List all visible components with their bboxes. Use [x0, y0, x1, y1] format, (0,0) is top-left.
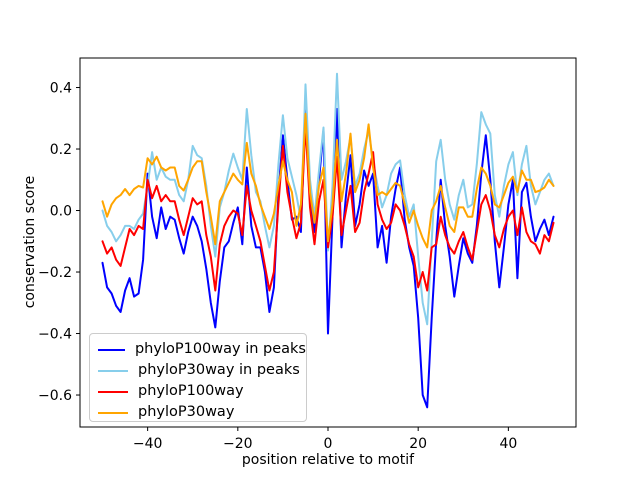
- y-axis-tick-label: −0.2: [38, 265, 72, 281]
- legend-item-phyloP100way: phyloP100way: [98, 381, 306, 402]
- legend-line-swatch-orange: [98, 411, 128, 414]
- legend-label: phyloP30way in peaks: [138, 362, 300, 378]
- x-axis-label: position relative to motif: [241, 452, 415, 468]
- x-axis-tick-label: 20: [409, 436, 427, 452]
- y-axis-tick-label: 0.4: [50, 81, 72, 97]
- series-line-phyloP100way-in-peaks: [101, 105, 555, 409]
- series-line-phyloP100way: [101, 123, 555, 292]
- legend-label: phyloP30way: [138, 404, 235, 420]
- legend-line-swatch-blue: [98, 348, 125, 351]
- y-axis-tick-label: −0.4: [38, 327, 72, 343]
- x-axis-tick-label: −20: [223, 436, 253, 452]
- y-axis-tick-label: 0.0: [50, 204, 72, 220]
- legend-label: phyloP100way: [138, 383, 244, 399]
- legend-item-phyloP30way: phyloP30way: [98, 402, 306, 423]
- legend-label: phyloP100way in peaks: [134, 341, 306, 357]
- legend-item-phyloP100way-in-peaks: phyloP100way in peaks: [98, 339, 306, 360]
- legend-item-phyloP30way-in-peaks: phyloP30way in peaks: [98, 360, 306, 381]
- legend-line-swatch-skyblue: [98, 369, 128, 372]
- x-axis-tick-label: −40: [133, 436, 163, 452]
- y-axis-tick-label: −0.6: [38, 388, 72, 404]
- y-axis-tick-label: 0.2: [50, 142, 72, 158]
- series-line-phyloP30way: [101, 112, 555, 249]
- legend-line-swatch-red: [98, 390, 128, 393]
- series-line-phyloP30way-in-peaks: [101, 72, 555, 326]
- x-axis-tick-label: 0: [324, 436, 333, 452]
- plot-border: [79, 57, 577, 428]
- legend-box: phyloP100way in peaks phyloP30way in pea…: [89, 333, 307, 422]
- x-axis-tick-label: 40: [499, 436, 517, 452]
- y-axis-label: conservation score: [22, 175, 38, 309]
